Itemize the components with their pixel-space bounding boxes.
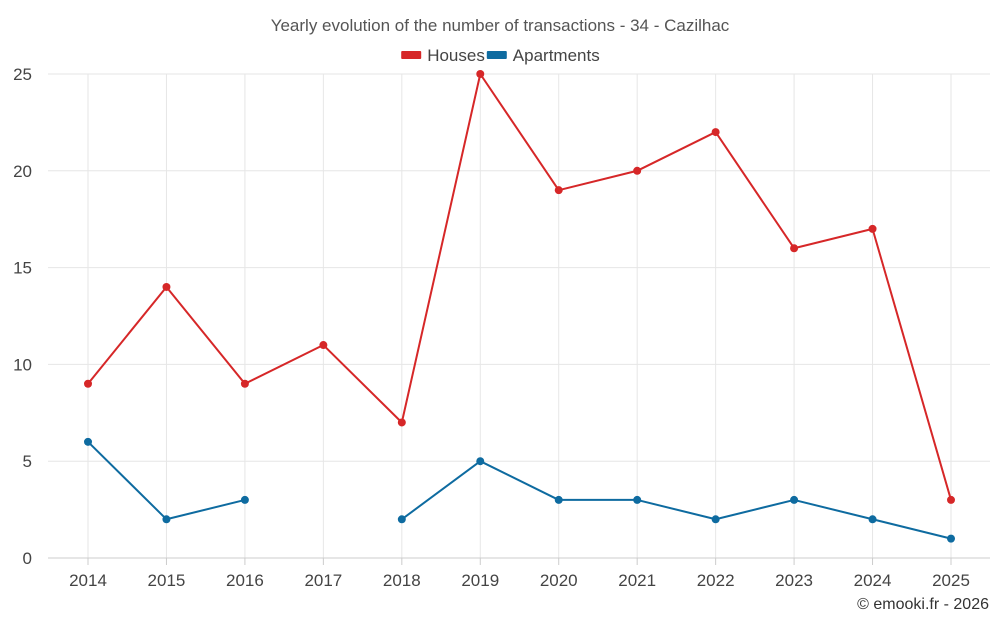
x-axis-ticks: 2014 2015 2016 2017 2018 2019 2020 2021 2022 2023… [69, 558, 970, 590]
apartments-point-2025 [947, 534, 955, 543]
houses-series-line [87, 73, 952, 501]
y-tick-label: 20 [13, 162, 32, 181]
apartments-point-2024 [868, 515, 877, 524]
houses-point-2021 [633, 166, 642, 175]
y-tick-label: 0 [23, 549, 32, 568]
houses-point-2019 [476, 70, 485, 78]
x-tick-label: 2024 [854, 571, 892, 590]
x-tick-label: 2020 [540, 571, 578, 590]
legend-swatch-apartments [486, 51, 507, 59]
houses-point-2015 [162, 282, 171, 291]
houses-point-2023 [790, 244, 799, 253]
x-tick-label: 2021 [618, 571, 656, 590]
apartments-point-2018 [397, 515, 406, 524]
legend-label-houses[interactable]: Houses [427, 46, 485, 65]
y-gridlines [48, 73, 990, 462]
x-tick-label: 2014 [69, 571, 107, 590]
apartments-point-2023 [790, 495, 799, 504]
houses-point-2020 [554, 186, 563, 195]
credit-text: © emooki.fr - 2026 [857, 596, 989, 613]
y-tick-label: 25 [13, 65, 32, 84]
y-tick-label: 10 [13, 355, 32, 374]
apartments-point-2019 [476, 457, 485, 466]
series-lines [87, 73, 952, 540]
y-tick-label: 5 [23, 452, 32, 471]
houses-point-2016 [240, 379, 249, 388]
x-tick-label: 2025 [932, 571, 970, 590]
apartments-point-2022 [711, 515, 720, 524]
apartments-point-2014 [84, 437, 92, 446]
y-tick-label: 15 [13, 259, 32, 278]
apartments-point-2015 [162, 515, 171, 524]
apartments-point-2016 [240, 495, 249, 504]
apartments-series-line [401, 460, 952, 540]
houses-point-2017 [319, 341, 328, 350]
x-tick-label: 2016 [226, 571, 264, 590]
apartments-point-2020 [554, 495, 563, 504]
legend-swatch-houses [401, 51, 422, 59]
legend: Houses Apartments [401, 46, 600, 65]
x-tick-label: 2015 [148, 571, 186, 590]
houses-point-2024 [868, 224, 877, 233]
y-axis-ticks: 0 5 10 15 20 25 [13, 65, 32, 568]
x-gridlines [87, 74, 952, 558]
chart-title: Yearly evolution of the number of transa… [271, 16, 730, 35]
houses-point-2022 [711, 128, 720, 137]
houses-point-2025 [947, 495, 955, 504]
legend-label-apartments[interactable]: Apartments [513, 46, 600, 65]
series-points [84, 70, 955, 543]
houses-point-2014 [84, 379, 92, 388]
apartments-point-2021 [633, 495, 642, 504]
x-tick-label: 2018 [383, 571, 421, 590]
x-tick-label: 2019 [461, 571, 499, 590]
x-tick-label: 2023 [775, 571, 813, 590]
x-tick-label: 2022 [697, 571, 735, 590]
houses-point-2018 [397, 418, 406, 427]
x-tick-label: 2017 [304, 571, 342, 590]
